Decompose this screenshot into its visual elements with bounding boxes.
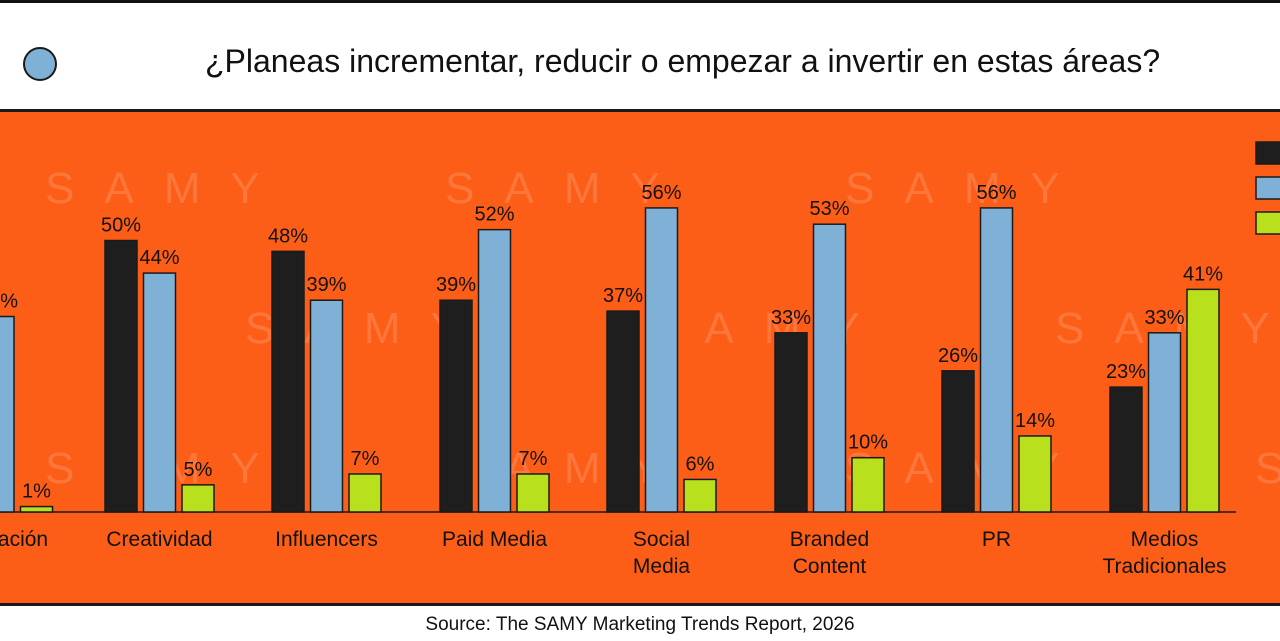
- data-label: 37%: [603, 285, 643, 307]
- bar: [812, 223, 847, 513]
- category-label: Social: [633, 528, 690, 551]
- data-label: 1%: [22, 481, 51, 503]
- bar: [142, 272, 177, 513]
- category-label: Creatividad: [106, 528, 212, 551]
- data-label: 33%: [1144, 307, 1184, 329]
- data-label: 56%: [976, 182, 1016, 204]
- category-label: Paid Media: [442, 528, 547, 551]
- watermark-logo: SAMY: [1255, 444, 1280, 493]
- bar: [271, 250, 305, 513]
- bar: [606, 310, 640, 513]
- bar: [104, 239, 138, 513]
- category-label: Media: [633, 555, 691, 578]
- data-label: 53%: [809, 198, 849, 220]
- bar: [941, 370, 975, 513]
- category-label: Branded: [790, 528, 869, 551]
- data-label: 39%: [306, 274, 346, 296]
- data-label: 26%: [938, 345, 978, 367]
- bar-chart: SAMYSAMYSAMYSAMYSAMYSAMYSAMYSAMYSAMYSAMY…: [0, 141, 1280, 578]
- bar: [683, 478, 717, 513]
- data-label: 7%: [519, 448, 548, 470]
- legend-swatch: [1255, 176, 1280, 200]
- top-rule: [0, 0, 1280, 3]
- watermark-logo: SAMY: [645, 304, 890, 353]
- bar: [644, 207, 679, 513]
- category-label: Medios: [1131, 528, 1199, 551]
- bar: [979, 207, 1014, 513]
- category-label: Content: [793, 555, 867, 578]
- data-label: 6%: [686, 453, 715, 475]
- data-label: 33%: [771, 307, 811, 329]
- bar: [851, 456, 885, 513]
- chart-panel: SAMYSAMYSAMYSAMYSAMYSAMYSAMYSAMYSAMYSAMY…: [0, 109, 1280, 606]
- bar: [774, 332, 808, 513]
- bar: [309, 299, 344, 513]
- data-label: 5%: [184, 459, 213, 481]
- data-label: 56%: [641, 182, 681, 204]
- bar: [1018, 435, 1052, 513]
- data-label: 7%: [351, 448, 380, 470]
- bar: [477, 228, 512, 513]
- category-label: PR: [982, 528, 1011, 551]
- data-label: 44%: [139, 247, 179, 269]
- bar: [439, 299, 473, 513]
- data-label: 39%: [436, 274, 476, 296]
- data-label: 36%: [0, 291, 18, 313]
- category-label: ación: [0, 528, 48, 551]
- category-label: Tradicionales: [1102, 555, 1226, 578]
- data-label: 41%: [1183, 263, 1223, 285]
- data-label: 48%: [268, 225, 308, 247]
- bar: [1109, 386, 1143, 513]
- data-label: 52%: [474, 204, 514, 226]
- bar: [516, 473, 550, 513]
- data-label: 50%: [101, 215, 141, 237]
- data-label: 10%: [848, 432, 888, 454]
- circle-icon: [23, 47, 57, 81]
- data-label: 23%: [1106, 361, 1146, 383]
- legend-swatch: [1255, 141, 1280, 165]
- header: ¿Planeas incrementar, reducir o empezar …: [0, 3, 1280, 109]
- bar: [1147, 332, 1182, 513]
- page-title: ¿Planeas incrementar, reducir o empezar …: [205, 43, 1161, 79]
- watermark-logo: SAMY: [445, 164, 690, 213]
- data-label: 14%: [1015, 410, 1055, 432]
- watermark-logo: SAMY: [845, 164, 1090, 213]
- watermark-logo: SAMY: [45, 164, 290, 213]
- bar: [19, 505, 54, 513]
- bar: [0, 315, 15, 513]
- bar: [181, 484, 215, 513]
- legend-swatch: [1255, 211, 1280, 235]
- category-label: Influencers: [275, 528, 378, 551]
- bar: [348, 473, 382, 513]
- bar: [1186, 288, 1220, 513]
- source-caption: Source: The SAMY Marketing Trends Report…: [425, 614, 855, 635]
